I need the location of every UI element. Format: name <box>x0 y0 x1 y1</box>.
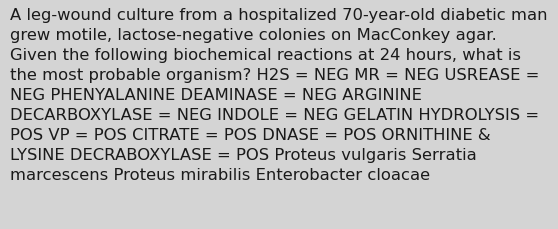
Text: A leg-wound culture from a hospitalized 70-year-old diabetic man
grew motile, la: A leg-wound culture from a hospitalized … <box>10 8 547 183</box>
